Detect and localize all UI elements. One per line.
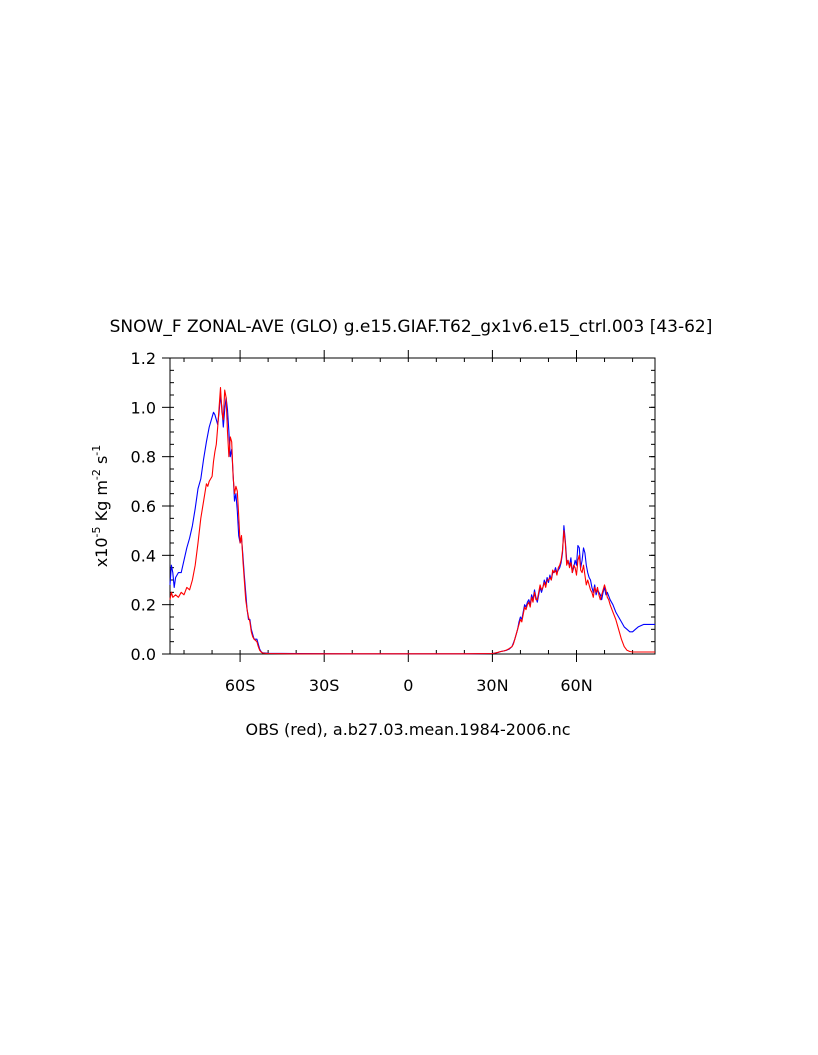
y-tick-label: 0.0 (131, 645, 156, 664)
plot-frame (169, 357, 656, 655)
y-label-tail: s (92, 456, 111, 469)
x-tick-label: 30S (309, 676, 340, 695)
series-layer (169, 387, 655, 655)
y-tick-label: 0.4 (131, 546, 156, 565)
series-line-2 (169, 387, 655, 655)
y-label-exp3: -1 (90, 445, 103, 456)
x-axis: 60S 30S 0 30N 60N (225, 350, 593, 695)
series-line-1 (169, 394, 655, 655)
x-axis-label: OBS (red), a.b27.03.mean.1984-2006.nc (245, 720, 570, 739)
y-axis: 0.0 0.2 0.4 0.6 0.8 1.0 1.2 (131, 349, 655, 664)
x-tick-label: 30N (476, 676, 508, 695)
minor-ticks (170, 357, 655, 655)
y-label-base: x10 (92, 537, 111, 567)
y-label-mid: Kg m (92, 480, 111, 526)
y-tick-label: 1.2 (131, 349, 156, 368)
y-tick-label: 1.0 (131, 398, 156, 417)
chart-title: SNOW_F ZONAL-AVE (GLO) g.e15.GIAF.T62_gx… (110, 317, 713, 337)
y-tick-label: 0.8 (131, 448, 156, 467)
y-label-exp1: -5 (90, 526, 103, 537)
y-tick-label: 0.2 (131, 596, 156, 615)
y-axis-label: x10-5 Kg m-2 s-1 (90, 445, 111, 568)
x-tick-label: 0 (403, 676, 413, 695)
x-tick-label: 60S (225, 676, 256, 695)
y-tick-label: 0.6 (131, 497, 156, 516)
y-label-exp2: -2 (90, 469, 103, 480)
x-tick-label: 60N (560, 676, 592, 695)
